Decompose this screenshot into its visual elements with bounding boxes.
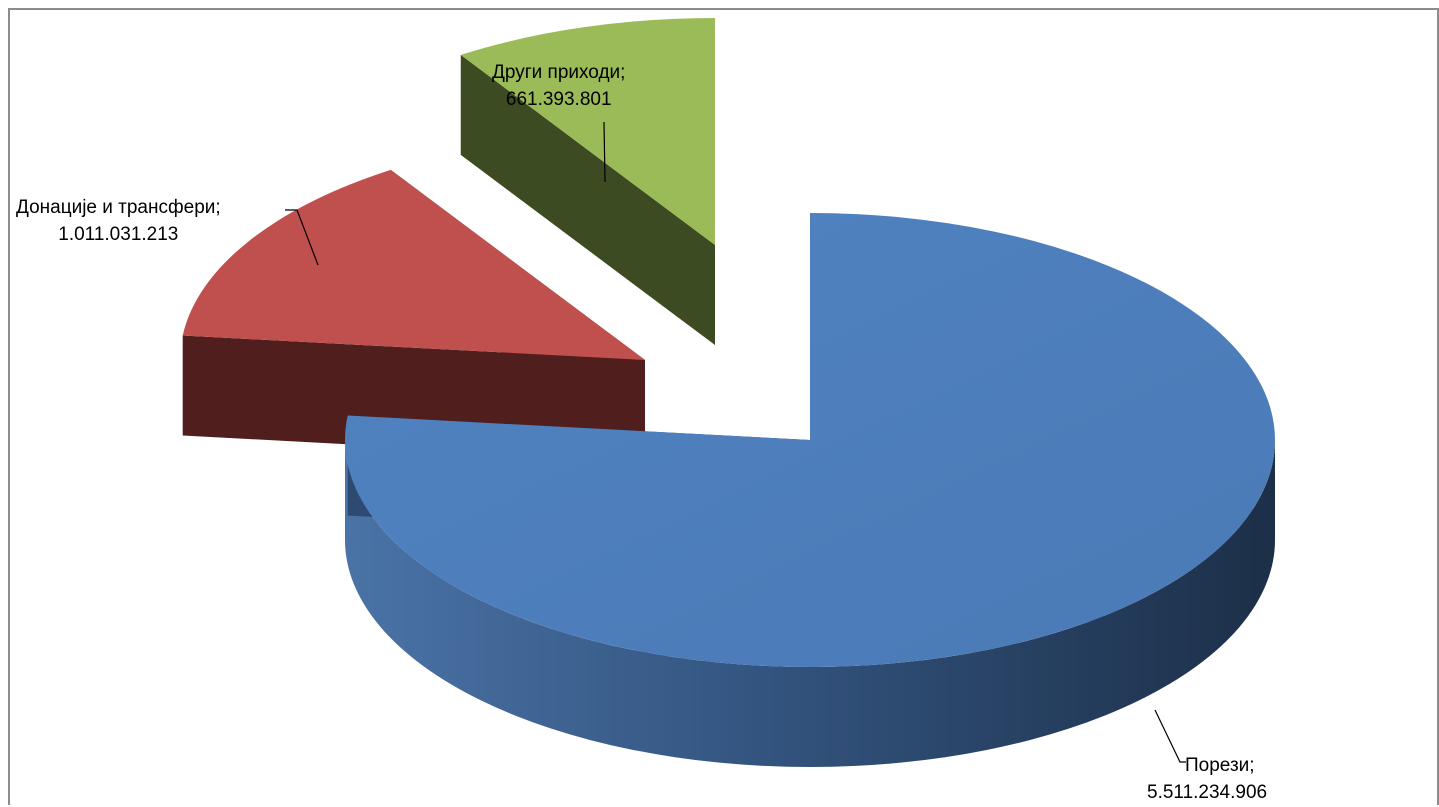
slice-name-drugi: Други приходи;: [492, 62, 626, 83]
slice-drugi-wall2: [460, 54, 715, 345]
pie-chart: [182, 18, 1276, 767]
leader-line-donacije: [285, 209, 319, 266]
slice-drugi-top: [460, 18, 715, 245]
slice-donacije-top: [182, 169, 645, 360]
slice-label-drugi: Други приходи; 661.393.801: [492, 59, 625, 113]
slice-value-porezi: 5.511.234.906: [1147, 782, 1268, 803]
slice-value-drugi: 661.393.801: [505, 89, 612, 110]
chart-area: Порези; 5.511.234.906 Донације и трансфе…: [8, 8, 1439, 805]
slice-porezi-rim: [345, 440, 1275, 767]
slice-name-donacije: Донације и трансфери;: [16, 197, 221, 218]
slice-donacije: [182, 169, 645, 461]
slice-drugi: [460, 18, 715, 345]
slice-name-porezi: Порези;: [1185, 755, 1255, 776]
slice-porezi: [345, 213, 1276, 767]
leader-line-porezi: [1154, 709, 1186, 763]
leader-line-drugi: [603, 121, 606, 183]
slice-label-porezi: Порези; 5.511.234.906: [1147, 752, 1267, 806]
slice-label-donacije: Донације и трансфери; 1.011.031.213: [16, 194, 221, 248]
slice-value-donacije: 1.011.031.213: [58, 224, 179, 245]
slice-porezi-top: [345, 213, 1276, 667]
